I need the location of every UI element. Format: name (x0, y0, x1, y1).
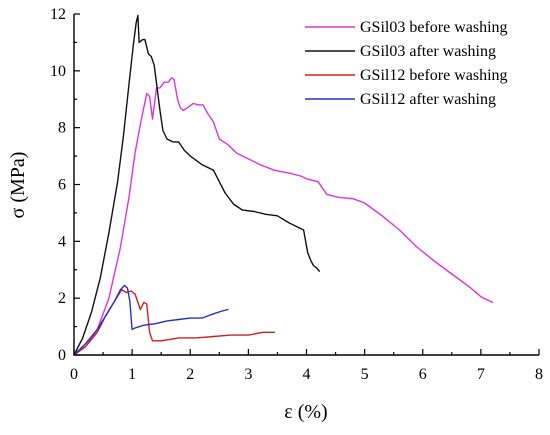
y-tick-label: 2 (58, 290, 66, 307)
legend-label-2: GSil03 after washing (360, 43, 496, 60)
legend: GSil03 before washing GSil03 after washin… (305, 19, 508, 108)
series-layer (73, 14, 494, 356)
y-tick-label: 12 (50, 6, 66, 23)
y-tick-label: 8 (58, 120, 66, 137)
x-axis-title: ε (%) (284, 401, 327, 423)
x-tick-label: 3 (244, 366, 252, 383)
legend-label-3: GSil12 before washing (360, 67, 508, 84)
x-tick-label: 7 (477, 366, 485, 383)
x-tick-label: 5 (361, 366, 369, 383)
y-tick-label: 6 (58, 177, 66, 194)
x-tick-label: 2 (186, 366, 194, 383)
y-axis-title: σ (MPa) (7, 152, 29, 219)
y-tick-label: 4 (58, 233, 66, 250)
legend-label-4: GSil12 after washing (360, 91, 496, 108)
x-tick-label: 0 (70, 366, 78, 383)
y-tick-label: 0 (58, 347, 66, 364)
y-tick-label: 10 (50, 63, 66, 80)
series-line-2 (73, 14, 320, 356)
x-tick-label: 6 (419, 366, 427, 383)
x-tick-label: 1 (128, 366, 136, 383)
x-tick-label: 8 (535, 366, 543, 383)
series-line-4 (73, 284, 229, 356)
series-line-1 (73, 77, 494, 356)
series-line-3 (73, 288, 276, 356)
legend-label-1: GSil03 before washing (360, 19, 508, 36)
x-tick-label: 4 (303, 366, 311, 383)
